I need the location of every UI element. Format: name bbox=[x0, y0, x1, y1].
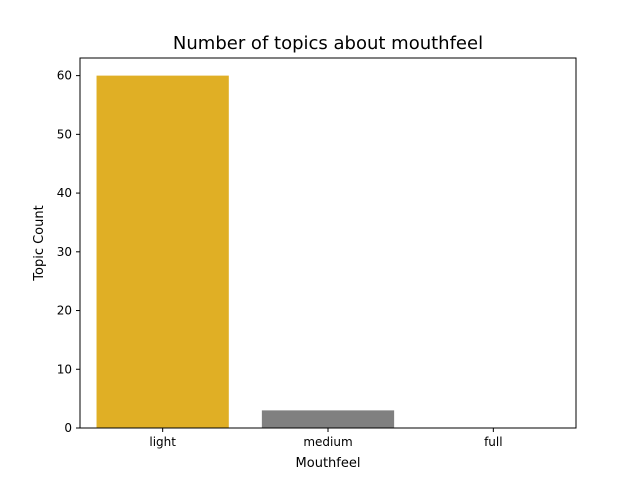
x-tick-label: full bbox=[484, 435, 503, 449]
chart-title: Number of topics about mouthfeel bbox=[173, 33, 483, 54]
y-tick-label: 10 bbox=[57, 362, 72, 376]
x-tick-label: medium bbox=[303, 435, 352, 449]
y-tick-label: 40 bbox=[57, 186, 72, 200]
y-tick-label: 30 bbox=[57, 245, 72, 259]
x-tick-label: light bbox=[149, 435, 176, 449]
bar-light bbox=[96, 75, 229, 428]
y-tick-label: 60 bbox=[57, 69, 72, 83]
bar-medium bbox=[261, 410, 395, 428]
y-axis-ticks: 0 10 20 30 40 50 60 bbox=[57, 69, 80, 435]
y-axis-label: Topic Count bbox=[32, 205, 47, 281]
x-axis-ticks: light medium full bbox=[149, 428, 503, 449]
plot-frame bbox=[79, 57, 577, 429]
x-axis-label: Mouthfeel bbox=[296, 456, 361, 471]
y-tick-label: 0 bbox=[64, 421, 72, 435]
y-tick-label: 20 bbox=[57, 304, 72, 318]
y-tick-label: 50 bbox=[57, 127, 72, 141]
bars-group bbox=[96, 75, 395, 428]
